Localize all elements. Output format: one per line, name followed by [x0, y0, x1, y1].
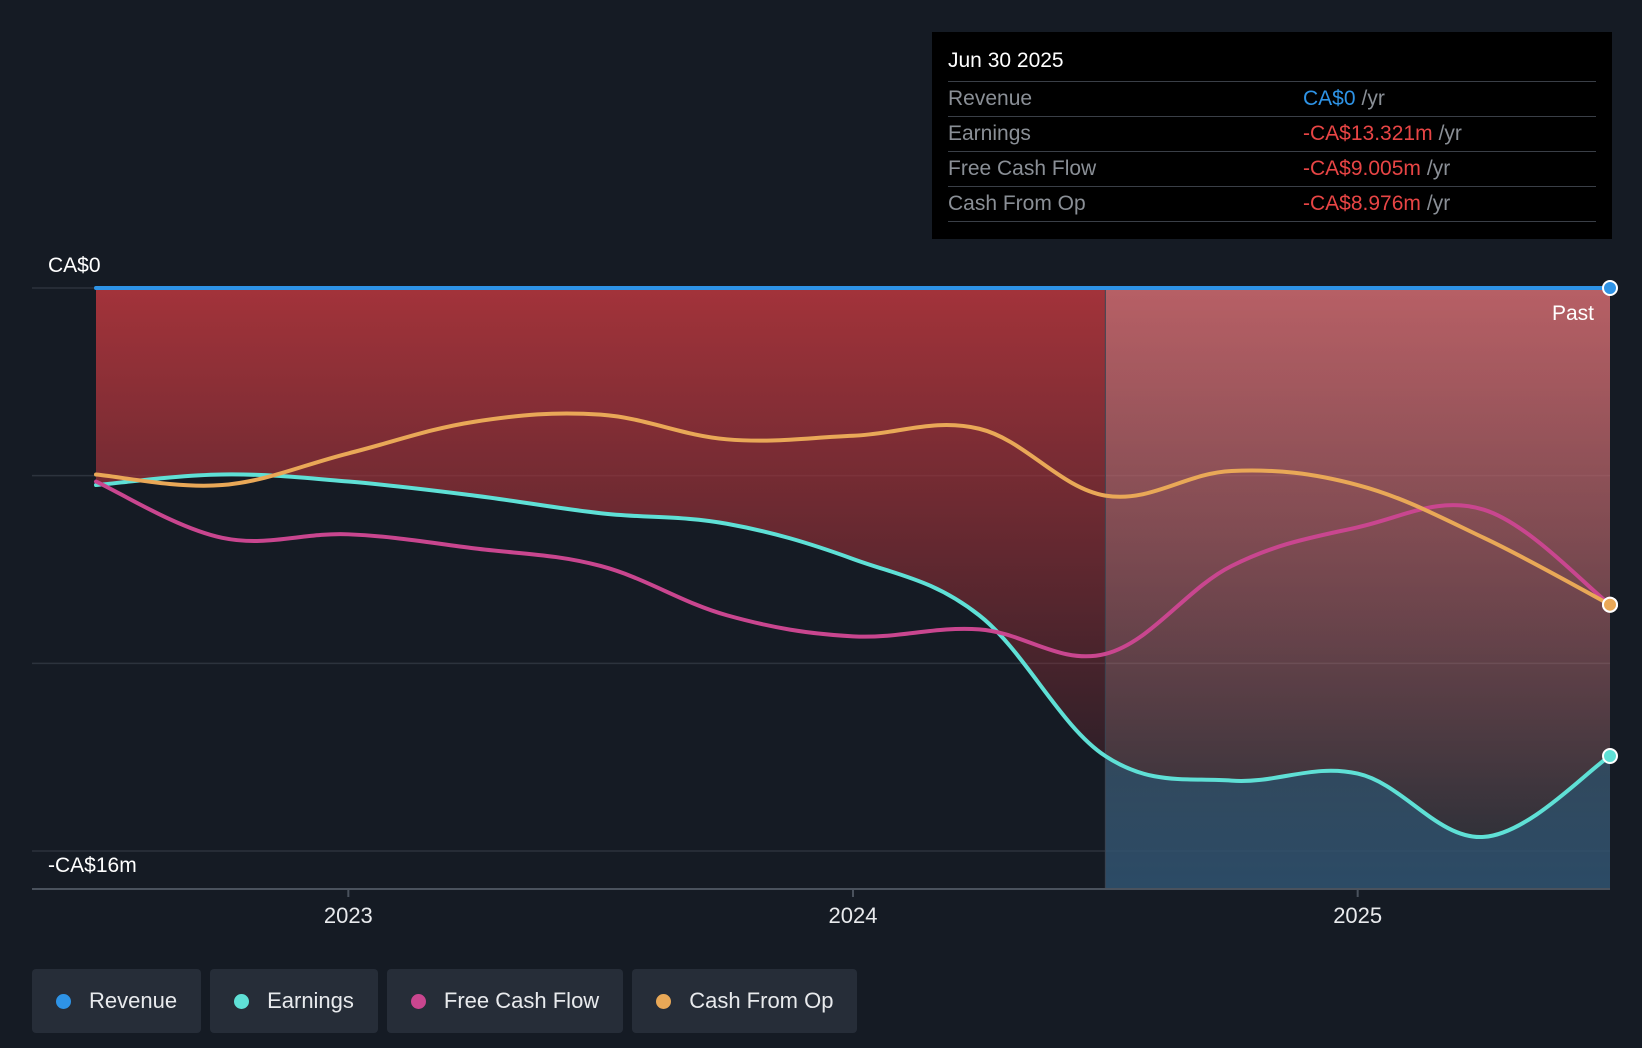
tooltip-unit: /yr	[1438, 122, 1462, 145]
tooltip-row-earnings: Earnings -CA$13.321m /yr	[948, 116, 1596, 151]
tooltip-row-free-cash-flow: Free Cash Flow -CA$9.005m /yr	[948, 151, 1596, 186]
x-tick-label: 2025	[1333, 903, 1382, 928]
tooltip-unit: /yr	[1361, 87, 1385, 110]
tooltip-label: Revenue	[948, 87, 1033, 110]
cash-from-op-end-point	[1602, 596, 1618, 613]
tooltip-label: Free Cash Flow	[948, 157, 1097, 180]
tooltip-value: -CA$9.005m	[1303, 157, 1421, 180]
revenue-dot-icon	[56, 993, 71, 1009]
tooltip-value: -CA$8.976m	[1303, 192, 1421, 215]
revenue-end-point	[1602, 280, 1618, 296]
cash-from-op-dot-icon	[656, 993, 672, 1009]
earnings-end-point	[1602, 747, 1618, 764]
tooltip-row-revenue: Revenue CA$0 /yr	[948, 81, 1596, 116]
tooltip-unit: /yr	[1426, 192, 1451, 215]
tooltip-label: Earnings	[948, 122, 1031, 145]
y-bottom-label: -CA$16m	[48, 854, 137, 877]
tooltip-label: Cash From Op	[948, 192, 1086, 215]
legend-label: Cash From Op	[689, 988, 834, 1013]
tooltip-row-cash-from-op: Cash From Op -CA$8.976m /yr	[948, 186, 1596, 222]
cash-from-op-line	[94, 411, 1612, 607]
earnings-line	[94, 472, 1612, 839]
tooltip-unit: /yr	[1426, 157, 1451, 180]
free-cash-flow-dot-icon	[410, 993, 426, 1009]
legend-item-revenue[interactable]: Revenue	[32, 969, 202, 1033]
tooltip: Jun 30 2025 Revenue CA$0 /yr Earnings -C…	[932, 32, 1612, 239]
legend-item-earnings[interactable]: Earnings	[210, 969, 378, 1033]
x-tick-label: 2024	[829, 903, 878, 928]
past-label: Past	[1552, 302, 1594, 325]
legend-label: Earnings	[267, 988, 354, 1013]
tooltip-value: CA$0	[1303, 87, 1356, 110]
past-region	[1105, 288, 1610, 889]
tooltip-date: Jun 30 2025	[948, 49, 1064, 72]
legend-label: Revenue	[89, 988, 178, 1013]
legend-item-free-cash-flow[interactable]: Free Cash Flow	[386, 969, 624, 1033]
y-top-label: CA$0	[48, 254, 101, 277]
free-cash-flow-line	[94, 479, 1612, 659]
x-tick-label: 2023	[324, 903, 373, 928]
legend: Revenue Earnings Free Cash Flow Cash Fro…	[32, 969, 858, 1033]
earnings-dot-icon	[234, 993, 250, 1009]
legend-label: Free Cash Flow	[443, 988, 600, 1013]
chart: 2023 2024 2025 CA$0 -CA$16m Past	[32, 254, 1618, 928]
tooltip-value: -CA$13.321m	[1303, 122, 1433, 145]
legend-item-cash-from-op[interactable]: Cash From Op	[632, 969, 858, 1033]
